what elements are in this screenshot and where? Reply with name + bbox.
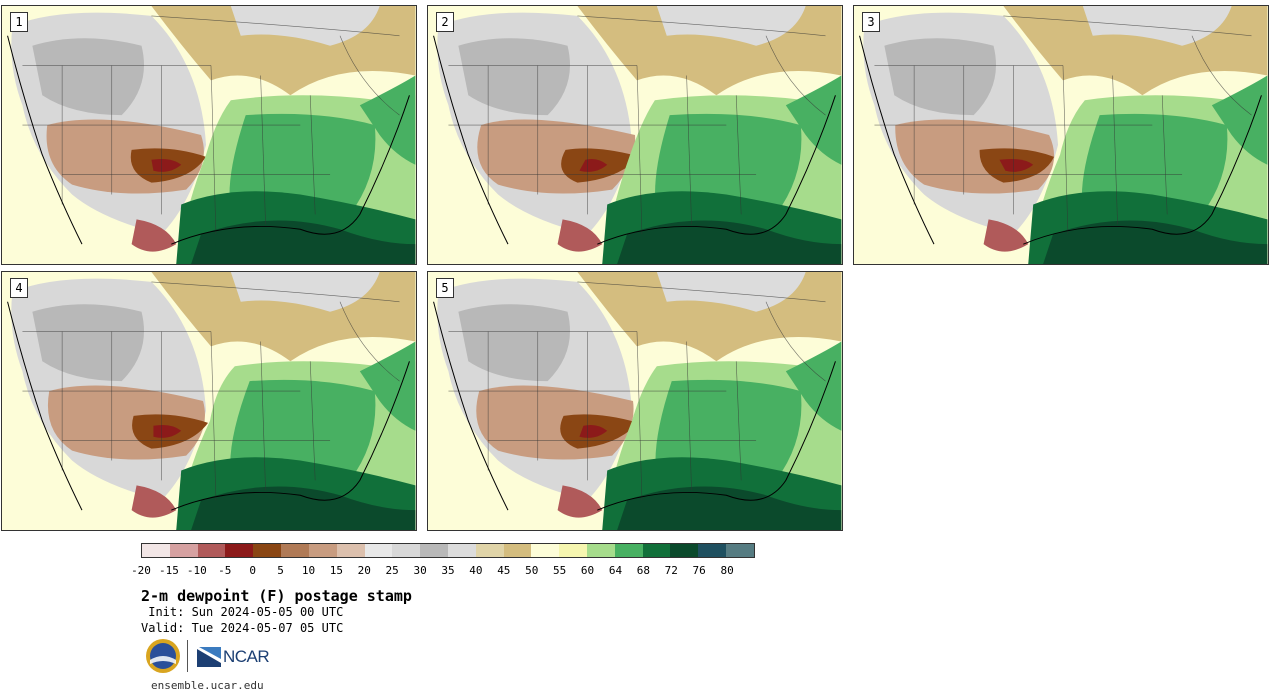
- member-2-dewpoint-field: [428, 6, 842, 264]
- colorbar-swatch: [336, 544, 365, 557]
- colorbar-swatch: [559, 544, 587, 557]
- colorbar-tick-label: -20: [131, 564, 151, 577]
- valid-time: Valid: Tue 2024-05-07 05 UTC: [141, 621, 344, 635]
- member-1-map: 1: [1, 5, 417, 265]
- colorbar-tick-label: 5: [277, 564, 284, 577]
- member-4-map: 4: [1, 271, 417, 531]
- colorbar-tick-label: -5: [218, 564, 232, 577]
- plot-title: 2-m dewpoint (F) postage stamp: [141, 587, 412, 605]
- colorbar-tick-label: 30: [413, 564, 427, 577]
- colorbar-swatch: [169, 544, 198, 557]
- ncar-logo-text: NCAR: [223, 647, 270, 666]
- colorbar-tick-label: -15: [158, 564, 179, 577]
- colorbar-swatch: [253, 544, 282, 557]
- colorbar-tick-label: 45: [497, 564, 511, 577]
- member-1-dewpoint-field: [2, 6, 416, 264]
- dewpoint-colorbar: [141, 543, 755, 558]
- colorbar-tick-label: 35: [441, 564, 455, 577]
- colorbar-swatch: [197, 544, 226, 557]
- member-4-dewpoint-field: [2, 272, 416, 530]
- colorbar-swatch: [587, 544, 615, 557]
- member-2-map: 2: [427, 5, 843, 265]
- colorbar-tick-label: 72: [664, 564, 678, 577]
- colorbar-tick-label: 20: [357, 564, 371, 577]
- website-url: ensemble.ucar.edu: [151, 679, 264, 692]
- colorbar-tick-label: 80: [720, 564, 734, 577]
- colorbar-tick-label: 0: [249, 564, 256, 577]
- colorbar-swatch: [614, 544, 643, 557]
- colorbar-swatch: [308, 544, 337, 557]
- colorbar-swatch: [142, 544, 170, 557]
- colorbar-tick-label: 10: [301, 564, 316, 577]
- member-5-dewpoint-field: [428, 272, 842, 530]
- colorbar-tick-label: -10: [186, 564, 207, 577]
- colorbar-swatch: [726, 544, 754, 557]
- colorbar-swatch: [364, 544, 393, 557]
- colorbar-swatch: [531, 544, 560, 557]
- member-5-map: 5: [427, 271, 843, 531]
- colorbar-swatch: [225, 544, 254, 557]
- member-3-dewpoint-field: [854, 6, 1268, 264]
- colorbar-tick-label: 64: [608, 564, 623, 577]
- colorbar-tick-label: 25: [385, 564, 399, 577]
- colorbar-tick-labels: -20 -15 -10 -5 0 5 10 15 20 25 30 35 40 45 50 55 60 64 68 7…: [131, 564, 755, 578]
- colorbar-tick-label: 60: [580, 564, 595, 577]
- colorbar-tick-label: 55: [553, 564, 567, 577]
- member-5-label: 5: [436, 278, 454, 298]
- colorbar-swatch: [698, 544, 727, 557]
- colorbar-swatch: [475, 544, 504, 557]
- colorbar-swatch: [670, 544, 699, 557]
- colorbar-tick-label: 76: [692, 564, 706, 577]
- logo-divider: [187, 640, 188, 672]
- colorbar-swatch: [503, 544, 532, 557]
- colorbar-tick-label: 40: [469, 564, 483, 577]
- member-1-label: 1: [10, 12, 28, 32]
- colorbar-swatch: [642, 544, 671, 557]
- colorbar-tick-label: 68: [636, 564, 650, 577]
- colorbar-tick-label: 50: [525, 564, 539, 577]
- colorbar-swatch: [281, 544, 309, 557]
- colorbar-swatch: [447, 544, 476, 557]
- colorbar-swatch: [420, 544, 448, 557]
- logos: NCAR: [145, 638, 285, 674]
- colorbar-swatch: [392, 544, 421, 557]
- ncar-logo-icon: [197, 647, 221, 667]
- colorbar-tick-label: 15: [329, 564, 343, 577]
- member-2-label: 2: [436, 12, 454, 32]
- member-3-map: 3: [853, 5, 1269, 265]
- member-4-label: 4: [10, 278, 28, 298]
- nsf-logo-icon: [146, 639, 180, 673]
- init-time: Init: Sun 2024-05-05 00 UTC: [141, 605, 344, 619]
- member-3-label: 3: [862, 12, 880, 32]
